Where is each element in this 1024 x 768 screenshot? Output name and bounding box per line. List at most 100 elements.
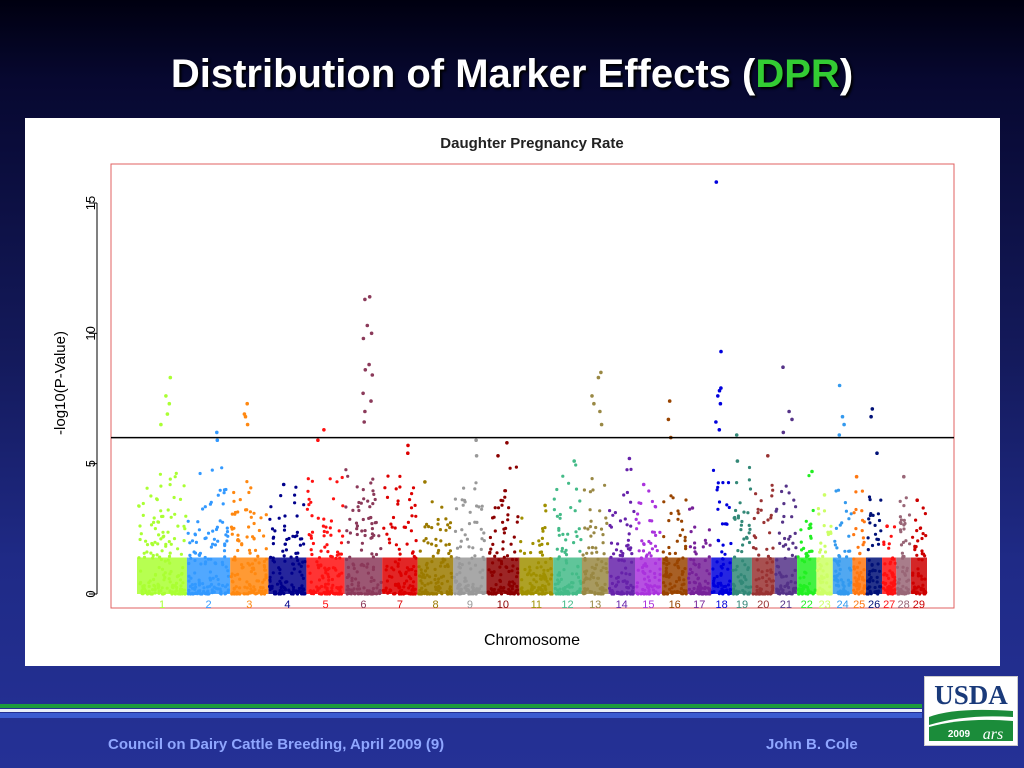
marker-point — [322, 517, 326, 521]
marker-point — [398, 552, 402, 556]
marker-point — [479, 527, 483, 531]
marker-point — [629, 524, 633, 528]
marker-point — [622, 493, 626, 497]
marker-point — [190, 539, 195, 543]
marker-point — [488, 551, 492, 555]
marker-point — [569, 506, 573, 510]
marker-point — [781, 544, 786, 548]
marker-point — [216, 539, 220, 543]
marker-point — [513, 550, 517, 554]
marker-point — [780, 489, 784, 494]
marker-point — [516, 515, 520, 519]
marker-point — [520, 516, 524, 520]
marker-point — [249, 486, 253, 490]
marker-point — [167, 540, 171, 544]
marker-point — [153, 540, 157, 544]
marker-point — [792, 498, 796, 502]
marker-point — [669, 511, 673, 515]
marker-point — [852, 533, 856, 537]
chromosome-label: 16 — [669, 599, 681, 611]
marker-point — [726, 481, 731, 485]
marker-point — [727, 505, 731, 510]
marker-point — [783, 536, 787, 541]
marker-point — [544, 509, 548, 513]
marker-point — [256, 554, 260, 558]
marker-point — [578, 549, 582, 553]
marker-point — [359, 548, 364, 552]
marker-point — [348, 517, 352, 521]
marker-point — [625, 468, 629, 472]
marker-point — [688, 507, 692, 511]
marker-point — [388, 541, 392, 545]
marker-point — [852, 511, 856, 515]
marker-point — [295, 514, 299, 518]
marker-point — [838, 523, 842, 527]
marker-point — [641, 549, 646, 553]
marker-point — [473, 487, 477, 491]
marker-point — [203, 505, 207, 509]
marker-point — [302, 503, 306, 507]
marker-point — [618, 519, 623, 523]
chromosome-label: 25 — [853, 599, 865, 611]
marker-point — [586, 527, 590, 531]
marker-point — [741, 543, 745, 547]
marker-point — [209, 500, 213, 504]
chromosome-label: 13 — [589, 599, 601, 611]
marker-point — [439, 539, 443, 543]
marker-point — [473, 554, 477, 558]
marker-point — [454, 507, 459, 511]
marker-point — [609, 541, 614, 545]
marker-point — [759, 499, 763, 503]
marker-point — [640, 539, 644, 543]
marker-point — [518, 549, 523, 553]
marker-point — [372, 533, 376, 537]
marker-point-significant — [735, 459, 740, 463]
marker-point-significant — [599, 370, 603, 375]
marker-point — [194, 540, 198, 544]
marker-point — [915, 553, 919, 557]
marker-point — [834, 489, 838, 493]
marker-point — [482, 539, 486, 543]
usda-logo: USDA 2009 ars — [924, 676, 1018, 746]
marker-point — [868, 521, 872, 525]
marker-point — [654, 533, 658, 537]
marker-point — [372, 492, 376, 496]
marker-point — [557, 526, 561, 531]
marker-point — [725, 503, 729, 507]
marker-point — [230, 512, 234, 516]
marker-point — [809, 522, 813, 526]
marker-point — [232, 526, 236, 530]
marker-point — [537, 539, 541, 543]
chromosome-label: 15 — [642, 599, 654, 611]
footer-band-white — [0, 709, 922, 712]
marker-dense-band — [306, 557, 345, 594]
marker-point — [449, 555, 453, 559]
marker-dense-band — [687, 557, 712, 594]
marker-point — [324, 525, 328, 529]
marker-point — [355, 527, 359, 531]
marker-point — [168, 483, 172, 487]
marker-point — [892, 525, 897, 529]
marker-point — [225, 539, 229, 543]
marker-point — [145, 550, 149, 554]
marker-point-significant — [717, 388, 722, 393]
marker-point — [374, 552, 379, 557]
marker-point — [573, 509, 577, 513]
marker-point — [188, 553, 192, 557]
marker-point — [918, 526, 922, 530]
marker-point — [210, 468, 214, 472]
marker-point — [901, 554, 905, 559]
marker-point — [322, 534, 326, 538]
marker-point — [410, 492, 414, 496]
chromosome-label: 26 — [868, 599, 880, 611]
marker-point — [588, 490, 593, 494]
marker-point — [193, 532, 197, 536]
marker-point — [506, 518, 510, 522]
marker-point — [223, 543, 227, 548]
marker-point — [156, 542, 160, 546]
marker-point — [346, 540, 350, 544]
marker-point — [667, 519, 671, 523]
marker-point — [747, 523, 751, 527]
marker-point-significant — [840, 414, 845, 419]
marker-point — [159, 509, 163, 513]
